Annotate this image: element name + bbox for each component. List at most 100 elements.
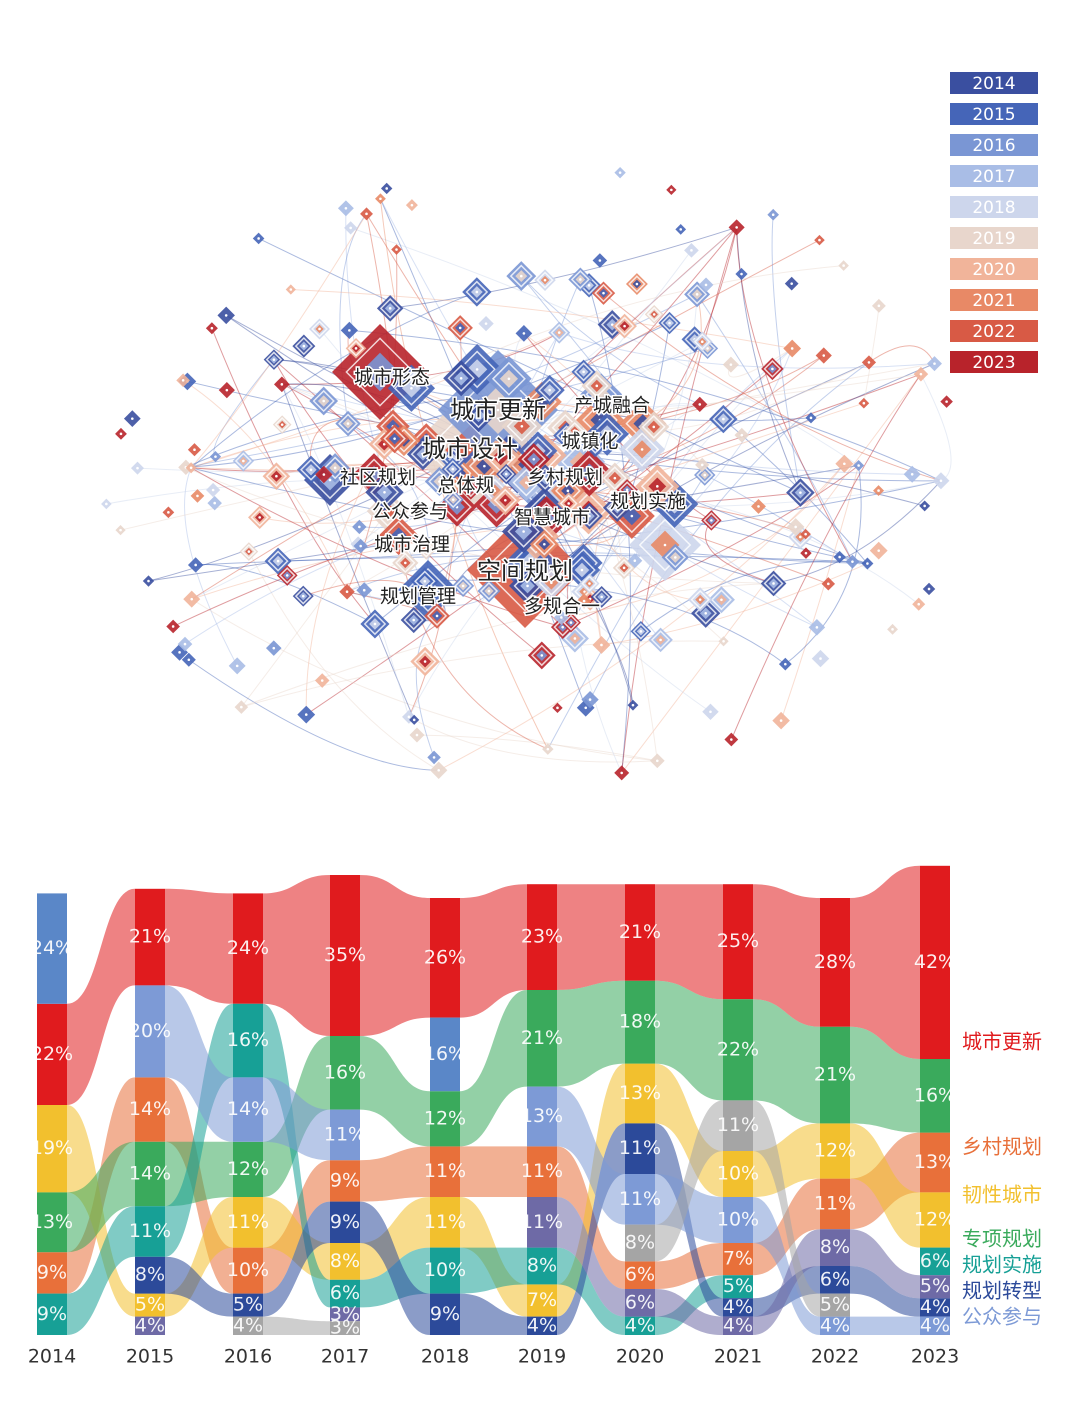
value-label: 4% (135, 1314, 165, 1336)
node-dot (328, 478, 332, 482)
node-dot (379, 197, 382, 201)
ribbon (655, 1063, 723, 1197)
node-dot (588, 514, 591, 518)
node-ring (606, 496, 629, 519)
column-segment (723, 884, 753, 1000)
column-segment (723, 1100, 753, 1151)
node-ring (538, 378, 562, 402)
column-segment (920, 1298, 950, 1317)
column-segment (920, 1059, 950, 1133)
value-label: 7% (723, 1248, 753, 1270)
node-dot (178, 651, 181, 654)
node-dot (280, 423, 284, 426)
legend-label: 规划转型 (962, 1279, 1042, 1303)
value-label: 28% (814, 951, 856, 973)
node-dot (167, 511, 170, 514)
node-label: 智慧城市 (514, 507, 590, 529)
node-ring (444, 491, 462, 509)
node-dot (703, 473, 707, 477)
node-ring (278, 567, 296, 584)
network-link (281, 383, 440, 482)
node-dot (423, 660, 427, 663)
column-segment (233, 1077, 263, 1142)
node-dot (415, 377, 419, 380)
column-segment (625, 1123, 655, 1174)
node-dot (659, 638, 662, 642)
node-dot (573, 429, 577, 432)
column-segment (723, 1151, 753, 1197)
legend-label: 城市更新 (962, 1030, 1042, 1054)
node-label: 城市更新 (450, 396, 546, 424)
node-dot (790, 347, 794, 350)
network-link (562, 465, 859, 628)
node-dot (862, 401, 866, 405)
node-dot (529, 560, 532, 564)
network-link (771, 214, 801, 493)
value-label: 12% (424, 1107, 466, 1129)
node-ring (458, 350, 496, 389)
node-dot (593, 441, 597, 444)
value-label: 12% (814, 1140, 856, 1162)
node-ring (323, 456, 347, 480)
network-link (642, 294, 702, 424)
legend-swatch (950, 258, 1038, 280)
column-segment (820, 1316, 850, 1335)
node-dot (545, 518, 548, 521)
node-dot (468, 448, 472, 452)
node-dot (395, 248, 398, 251)
node-dot (373, 622, 377, 626)
network-link (182, 379, 348, 592)
network-link (339, 213, 367, 424)
node-ring (696, 466, 714, 484)
node-dot (565, 434, 568, 437)
node-dot (919, 372, 923, 376)
value-label: 8% (820, 1236, 850, 1258)
node-dot (487, 589, 491, 593)
column-segment (135, 1316, 165, 1335)
column-segment (330, 1243, 360, 1280)
value-label: 16% (424, 1043, 466, 1065)
value-label: 13% (914, 1151, 956, 1173)
legend-label: 2015 (972, 105, 1015, 125)
node-dot (247, 550, 251, 553)
value-label: 7% (527, 1289, 557, 1311)
ribbon (67, 888, 135, 1105)
network-link (568, 402, 865, 504)
node-dot (630, 514, 634, 518)
node-ring (483, 528, 567, 612)
node-ring (789, 481, 812, 504)
column-segment (625, 1224, 655, 1262)
column-segment (820, 1229, 850, 1266)
ribbon (360, 1201, 430, 1335)
column-segment (625, 884, 655, 981)
node-dot (435, 614, 439, 618)
value-label: 11% (521, 1160, 563, 1182)
node-dot (386, 509, 389, 513)
column-segment (527, 1146, 557, 1197)
network-link (191, 598, 658, 762)
column-segment (527, 1247, 557, 1285)
x-tick-label: 2020 (616, 1346, 664, 1368)
column-segment (920, 1316, 950, 1335)
node-dot (618, 171, 622, 174)
node-dot (818, 238, 821, 242)
node-label: 产城融合 (574, 395, 650, 417)
node-dot (546, 747, 550, 751)
node-ring (763, 573, 784, 594)
value-label: 5% (723, 1275, 753, 1297)
legend-label: 2018 (972, 198, 1015, 218)
value-label: 11% (717, 1114, 759, 1136)
node-label: 公众参与 (372, 501, 448, 523)
node-dot (349, 226, 352, 230)
ribbon (753, 1100, 820, 1317)
value-label: 13% (31, 1211, 73, 1233)
node-dot (709, 710, 712, 714)
node-ring (379, 298, 401, 319)
node-ring (628, 275, 646, 293)
node-dot (670, 188, 673, 192)
node-dot (493, 489, 497, 493)
node-dot (560, 616, 563, 619)
network-link (736, 227, 853, 562)
value-label: 14% (129, 1098, 171, 1120)
node-ring (410, 441, 436, 467)
